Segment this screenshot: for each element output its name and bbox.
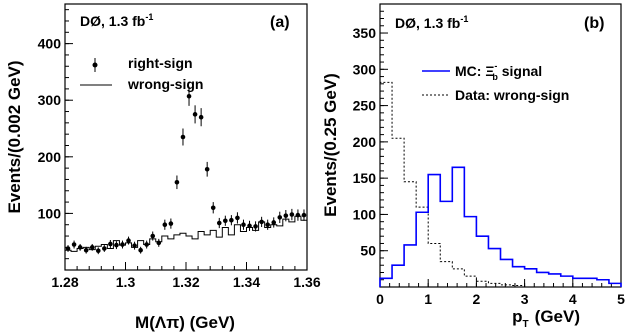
panel-b-y-tick-label: 150 — [353, 170, 377, 186]
panel-a-ticks — [64, 9, 308, 271]
right-sign-point — [126, 238, 131, 243]
panel-a-y-tick-label: 100 — [38, 205, 62, 221]
panel-b-x-tick-label: 1 — [424, 291, 432, 307]
panel-a-x-tick-label: 1.36 — [293, 274, 320, 290]
right-sign-point — [114, 242, 119, 248]
panel-a-x-tick-label: 1.34 — [233, 274, 260, 290]
legend-mc-signal-label: MC: Ξ-b signal — [455, 61, 542, 82]
wrong-sign-histogram — [65, 215, 308, 252]
panel-a-y-tick-label: 300 — [38, 92, 62, 108]
right-sign-point — [120, 242, 125, 247]
panel-a-frame — [64, 3, 308, 271]
right-sign-point — [71, 242, 77, 247]
right-sign-point — [108, 241, 113, 247]
right-sign-point — [95, 248, 101, 254]
panel-b-x-axis-title: pT (GeV) — [512, 307, 580, 330]
panel-b-experiment-label: DØ, 1.3 fb-1 — [395, 14, 468, 31]
right-sign-point — [150, 233, 156, 239]
right-sign-point — [223, 218, 228, 224]
right-sign-point — [102, 246, 107, 251]
panel-b-x-tick-label: 2 — [473, 291, 481, 307]
panel-a-tick-labels: 1.28 1.3 1.32 1.34 1.36 100 200 300 400 — [38, 36, 321, 290]
panel-b-x-tick-label: 4 — [569, 291, 577, 307]
right-sign-point — [295, 212, 301, 218]
right-sign-point — [186, 93, 192, 99]
right-sign-point — [229, 217, 234, 223]
panel-a-x-tick-label: 1.28 — [51, 274, 78, 290]
right-sign-point — [192, 112, 198, 117]
right-sign-point — [259, 219, 264, 225]
right-sign-point — [216, 220, 222, 226]
panel-a-experiment-label: DØ, 1.3 fb-1 — [80, 12, 153, 29]
legend-wrong-sign-label: wrong-sign — [127, 76, 203, 92]
panel-b-x-tick-label: 0 — [376, 291, 384, 307]
right-sign-point — [247, 223, 252, 229]
legend-right-sign-label: right-sign — [128, 55, 193, 71]
panel-a-x-tick-label: 1.32 — [172, 274, 199, 290]
right-sign-point — [174, 179, 180, 185]
right-sign-point — [241, 222, 246, 228]
panel-a-y-tick-label: 400 — [38, 36, 62, 52]
panel-b-y-tick-label: 200 — [353, 134, 377, 150]
right-sign-point — [204, 166, 210, 172]
right-sign-point — [198, 114, 204, 120]
right-sign-point — [283, 213, 289, 218]
right-sign-point — [289, 212, 295, 217]
panel-a-y-tick-label: 200 — [38, 149, 62, 165]
right-sign-point — [156, 240, 162, 246]
right-sign-point — [271, 220, 277, 225]
panel-b-y-axis-title: Events/(0.25 GeV) — [321, 73, 340, 217]
right-sign-point — [253, 224, 258, 229]
right-sign-point — [265, 222, 270, 228]
right-sign-point — [132, 243, 137, 248]
panel-b-y-tick-label: 250 — [353, 98, 377, 114]
panel-a-tag: (a) — [270, 14, 290, 31]
panel-b-y-tick-label: 100 — [353, 206, 377, 222]
panel-b-x-tick-label: 3 — [521, 291, 529, 307]
panel-b-y-tick-label: 350 — [353, 25, 377, 41]
right-sign-point — [180, 134, 186, 140]
right-sign-point — [301, 212, 307, 218]
legend-data-wrong-sign-label: Data: wrong-sign — [455, 87, 569, 103]
mc-signal-histogram — [379, 166, 622, 287]
right-sign-point — [89, 245, 95, 250]
panel-a-marks — [65, 86, 308, 255]
right-sign-point — [277, 215, 283, 220]
panel-b-marks — [379, 81, 622, 287]
panel-b-y-tick-label: 50 — [360, 243, 376, 259]
right-sign-point — [65, 246, 71, 251]
panel-b-tick-labels: 0 1 2 3 4 5 50 100 150 200 250 300 350 — [353, 25, 625, 307]
right-sign-point — [77, 245, 83, 250]
right-sign-point — [162, 222, 168, 228]
right-sign-point — [83, 247, 89, 253]
panel-b-x-tick-label: 5 — [617, 291, 625, 307]
panel-b-ticks — [379, 3, 622, 288]
right-sign-point — [235, 215, 240, 221]
panel-a-y-axis-title: Events/(0.002 GeV) — [5, 60, 24, 213]
panel-a-x-axis-title: M(Λπ) (GeV) — [135, 313, 235, 332]
right-sign-point — [144, 242, 149, 247]
panel-a: 1.28 1.3 1.32 1.34 1.36 100 200 300 400 DØ, 1.3 … — [5, 3, 321, 332]
right-sign-point — [168, 221, 174, 226]
panel-b-tag: (b) — [584, 15, 604, 32]
panel-a-x-tick-label: 1.3 — [116, 274, 136, 290]
right-sign-point — [210, 205, 216, 211]
right-sign-point — [138, 247, 143, 253]
panel-b-y-tick-label: 300 — [353, 61, 377, 77]
